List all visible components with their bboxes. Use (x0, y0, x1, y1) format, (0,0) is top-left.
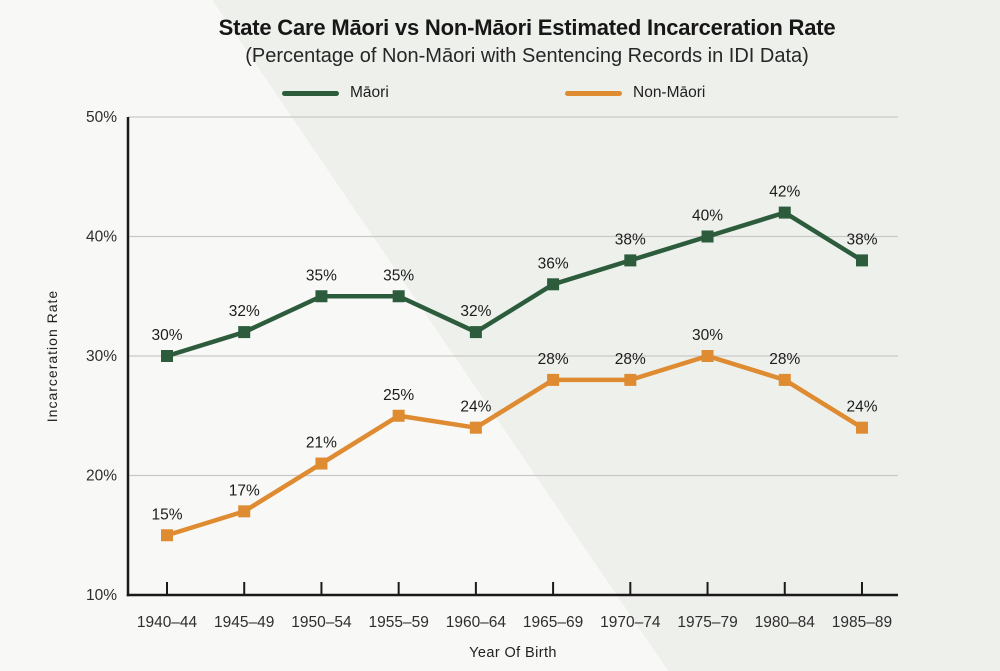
non-maori-marker (624, 373, 637, 386)
chart-subtitle: (Percentage of Non-Māori with Sentencing… (245, 45, 809, 67)
x-axis-tick-label: 1950–54 (291, 614, 352, 631)
non-maori-data-label: 28% (615, 351, 646, 368)
y-axis-tick-label: 50% (86, 109, 117, 126)
legend-item-maori: Māori (282, 84, 389, 102)
non-maori-marker (161, 529, 173, 542)
x-axis-tick-label: 1970–74 (600, 614, 661, 631)
y-axis-tick-label: 40% (86, 229, 117, 246)
non-maori-data-label: 24% (460, 399, 491, 416)
maori-marker (392, 290, 405, 303)
non-maori-line-swatch (565, 90, 622, 96)
x-axis-tick-label: 1985–89 (832, 614, 892, 631)
chart-header: State Care Māori vs Non-Māori Estimated … (54, 14, 1000, 68)
maori-marker (469, 326, 482, 339)
maori-data-label: 35% (306, 267, 337, 284)
non-maori-marker (392, 409, 405, 422)
maori-line (166, 210, 864, 359)
maori-marker (855, 254, 868, 267)
legend-item-non-maori: Non-Māori (565, 84, 705, 102)
x-axis-tick-label: 1980–84 (755, 614, 816, 631)
non-maori-marker (701, 350, 714, 362)
non-maori-data-label: 28% (769, 351, 800, 368)
non-maori-data-label: 30% (692, 327, 723, 344)
non-maori-marker (855, 421, 868, 434)
y-axis-tick-label: 10% (86, 587, 117, 604)
non-maori-data-label: 17% (229, 482, 260, 499)
non-maori-data-label: 15% (151, 506, 182, 523)
maori-data-label: 30% (151, 327, 182, 344)
x-axis-tick-label: 1940–44 (137, 614, 198, 631)
maori-data-label: 38% (615, 231, 646, 248)
y-axis-tick-label: 20% (86, 468, 117, 485)
maori-data-label: 32% (229, 303, 260, 320)
non-maori-marker (469, 421, 482, 434)
maori-marker (547, 278, 560, 291)
non-maori-line (166, 353, 864, 538)
maori-marker (161, 350, 173, 362)
maori-marker (624, 254, 637, 267)
x-axis-tick-label: 1960–64 (446, 614, 507, 631)
y-axis-tick-label: 30% (86, 348, 117, 365)
y-axis-title: Incarceration Rate (44, 290, 60, 422)
x-axis-tick-label: 1975–79 (677, 614, 737, 631)
non-maori-data-label: 25% (383, 387, 414, 404)
x-axis-tick-label: 1945–49 (214, 614, 274, 631)
non-maori-marker (547, 373, 560, 386)
x-axis-title: Year Of Birth (469, 645, 557, 661)
non-maori-marker (778, 373, 791, 386)
maori-marker (701, 230, 714, 243)
maori-marker (315, 290, 328, 303)
non-maori-data-label: 28% (538, 351, 569, 368)
maori-legend-label: Māori (350, 84, 389, 101)
non-maori-data-label: 24% (846, 399, 877, 416)
non-maori-marker (315, 457, 328, 470)
maori-data-label: 36% (538, 255, 569, 272)
maori-data-label: 42% (769, 184, 800, 201)
chart-title: State Care Māori vs Non-Māori Estimated … (218, 15, 836, 40)
non-maori-data-label: 21% (306, 435, 337, 452)
non-maori-marker (238, 505, 251, 518)
maori-data-label: 32% (460, 303, 491, 320)
maori-data-label: 40% (692, 208, 723, 225)
x-axis-tick-label: 1965–69 (523, 614, 583, 631)
maori-marker (778, 206, 791, 219)
maori-data-label: 38% (846, 231, 877, 248)
x-axis-tick-label: 1955–59 (368, 614, 428, 631)
non-maori-legend-label: Non-Māori (633, 84, 706, 101)
maori-data-label: 35% (383, 267, 414, 284)
maori-marker (238, 326, 251, 339)
maori-line-swatch (282, 90, 339, 96)
